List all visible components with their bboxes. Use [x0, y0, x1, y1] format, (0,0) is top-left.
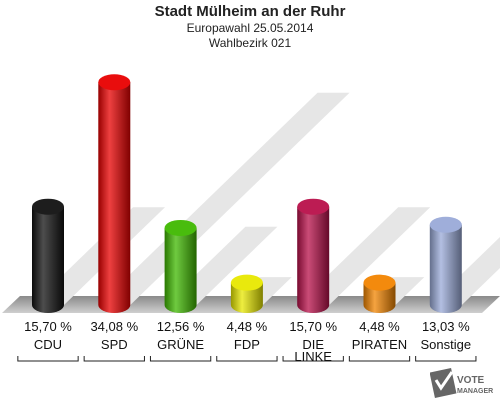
- chart-district: Wahlbezirk 021: [208, 36, 292, 50]
- category-label: DIE: [302, 337, 324, 352]
- logo-text-manager: MANAGER: [457, 388, 493, 395]
- value-label: 4,48 %: [227, 319, 268, 334]
- value-label: 13,03 %: [422, 319, 470, 334]
- bar-top-cap: [363, 274, 396, 291]
- bar-top-cap: [429, 216, 462, 233]
- logo-text-vote: VOTE: [457, 375, 485, 386]
- value-label: 12,56 %: [157, 319, 205, 334]
- bar-fdp: [230, 282, 263, 313]
- bar-top-cap: [230, 274, 263, 291]
- category-bracket: [216, 356, 278, 362]
- category-label: PIRATEN: [352, 337, 407, 352]
- category-bracket: [83, 356, 145, 362]
- bar-top-cap: [164, 219, 197, 236]
- bar-sonstige: [429, 224, 462, 313]
- category-label: SPD: [101, 337, 128, 352]
- category-label: LINKE: [294, 349, 332, 364]
- category-bracket: [348, 356, 411, 362]
- category-label: FDP: [234, 337, 260, 352]
- value-label: 34,08 %: [90, 319, 138, 334]
- bar-shadow: [297, 207, 431, 305]
- bar-top-cap: [32, 198, 64, 215]
- value-label: 15,70 %: [24, 319, 72, 334]
- category-bracket: [282, 356, 344, 362]
- value-label: 15,70 %: [289, 319, 337, 334]
- vote-manager-icon: VOTE MANAGER: [429, 367, 493, 399]
- category-label: Sonstige: [421, 337, 472, 352]
- category-bracket: [149, 356, 212, 362]
- chart-title-block: Stadt Mülheim an der Ruhr Europawahl 25.…: [0, 2, 500, 51]
- bar-cdu: [32, 206, 64, 313]
- bar-top-cap: [98, 74, 131, 91]
- category-label: GRÜNE: [157, 337, 204, 352]
- bar-top-cap: [297, 198, 330, 215]
- category-bracket: [415, 356, 477, 362]
- bar-piraten: [363, 282, 396, 313]
- category-label: CDU: [34, 337, 62, 352]
- category-bracket: [17, 356, 79, 362]
- value-label: 4,48 %: [359, 319, 400, 334]
- bar-spd: [98, 82, 131, 314]
- bar-shadow: [98, 92, 350, 305]
- bar-shadow: [429, 237, 500, 305]
- bar-die-linke: [297, 206, 330, 313]
- bar-grüne: [164, 227, 197, 313]
- chart-title: Stadt Mülheim an der Ruhr: [154, 3, 346, 20]
- vote-manager-logo: VOTE MANAGER: [429, 366, 500, 400]
- chart-subtitle: Europawahl 25.05.2014: [186, 21, 314, 35]
